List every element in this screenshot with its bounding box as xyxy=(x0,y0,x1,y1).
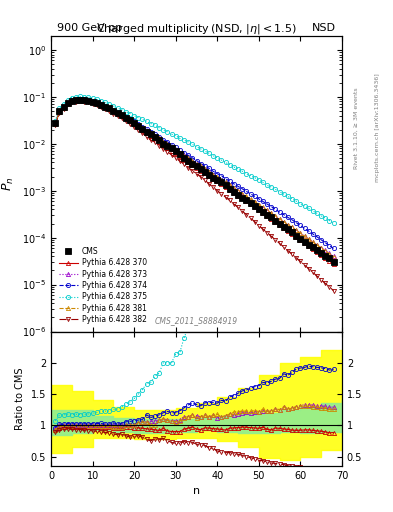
Pythia 6.428 370 xyxy=(219,181,224,187)
Pythia 6.428 375 xyxy=(306,205,311,211)
CMS xyxy=(331,259,336,265)
Pythia 6.428 374 xyxy=(78,96,83,102)
Pythia 6.428 370 xyxy=(123,115,128,121)
Pythia 6.428 381 xyxy=(173,147,178,153)
Pythia 6.428 370 xyxy=(331,261,336,267)
Pythia 6.428 375 xyxy=(215,155,220,161)
CMS xyxy=(173,148,178,154)
Pythia 6.428 382 xyxy=(331,288,336,294)
Line: Pythia 6.428 382: Pythia 6.428 382 xyxy=(53,99,336,293)
Pythia 6.428 382 xyxy=(53,122,58,128)
Title: Charged multiplicity$\,$(NSD, $|\eta| < 1.5$): Charged multiplicity$\,$(NSD, $|\eta| < … xyxy=(96,22,297,36)
Y-axis label: $P_n$: $P_n$ xyxy=(1,177,17,191)
Pythia 6.428 375 xyxy=(53,118,58,124)
CMS xyxy=(215,177,220,183)
Pythia 6.428 382 xyxy=(119,115,124,121)
Line: Pythia 6.428 374: Pythia 6.428 374 xyxy=(53,97,336,250)
Text: Rivet 3.1.10, ≥ 3M events: Rivet 3.1.10, ≥ 3M events xyxy=(354,87,359,169)
Pythia 6.428 373 xyxy=(306,236,311,242)
Pythia 6.428 375 xyxy=(173,133,178,139)
Pythia 6.428 374 xyxy=(306,228,311,234)
Pythia 6.428 370 xyxy=(215,178,220,184)
Pythia 6.428 370 xyxy=(173,150,178,156)
Pythia 6.428 374 xyxy=(215,170,220,177)
Pythia 6.428 381 xyxy=(219,177,224,183)
CMS xyxy=(219,179,224,185)
Pythia 6.428 373 xyxy=(53,120,58,126)
CMS xyxy=(123,115,128,121)
Pythia 6.428 370 xyxy=(306,243,311,249)
Pythia 6.428 382 xyxy=(173,155,178,161)
Pythia 6.428 375 xyxy=(78,93,83,99)
CMS xyxy=(306,242,311,248)
Pythia 6.428 382 xyxy=(219,191,224,197)
Pythia 6.428 382 xyxy=(123,118,128,124)
Pythia 6.428 375 xyxy=(119,107,124,113)
Line: Pythia 6.428 370: Pythia 6.428 370 xyxy=(53,98,336,266)
Pythia 6.428 374 xyxy=(219,173,224,179)
Pythia 6.428 373 xyxy=(331,253,336,260)
Pythia 6.428 370 xyxy=(78,97,83,103)
Pythia 6.428 381 xyxy=(53,121,58,127)
Pythia 6.428 381 xyxy=(119,113,124,119)
Pythia 6.428 382 xyxy=(215,188,220,194)
Pythia 6.428 373 xyxy=(219,177,224,183)
Pythia 6.428 374 xyxy=(331,245,336,251)
Pythia 6.428 374 xyxy=(123,114,128,120)
Pythia 6.428 373 xyxy=(173,146,178,153)
Pythia 6.428 381 xyxy=(331,254,336,260)
X-axis label: n: n xyxy=(193,486,200,496)
Pythia 6.428 375 xyxy=(331,220,336,226)
CMS xyxy=(53,120,58,126)
Pythia 6.428 382 xyxy=(306,266,311,272)
Line: CMS: CMS xyxy=(53,97,336,264)
Pythia 6.428 381 xyxy=(215,174,220,180)
Text: NSD: NSD xyxy=(312,23,336,33)
CMS xyxy=(78,97,83,103)
Pythia 6.428 382 xyxy=(78,98,83,104)
Pythia 6.428 374 xyxy=(53,120,58,126)
Pythia 6.428 370 xyxy=(53,121,58,127)
Line: Pythia 6.428 381: Pythia 6.428 381 xyxy=(53,98,336,259)
Pythia 6.428 381 xyxy=(306,236,311,242)
Text: mcplots.cern.ch [arXiv:1306.3436]: mcplots.cern.ch [arXiv:1306.3436] xyxy=(375,74,380,182)
Line: Pythia 6.428 373: Pythia 6.428 373 xyxy=(53,98,336,259)
Pythia 6.428 370 xyxy=(119,113,124,119)
Pythia 6.428 375 xyxy=(219,157,224,163)
CMS xyxy=(119,112,124,118)
Legend: CMS, Pythia 6.428 370, Pythia 6.428 373, Pythia 6.428 374, Pythia 6.428 375, Pyt: CMS, Pythia 6.428 370, Pythia 6.428 373,… xyxy=(55,243,151,328)
Pythia 6.428 373 xyxy=(215,175,220,181)
Pythia 6.428 373 xyxy=(119,112,124,118)
Pythia 6.428 374 xyxy=(173,144,178,151)
Pythia 6.428 374 xyxy=(119,112,124,118)
Pythia 6.428 373 xyxy=(78,97,83,103)
Pythia 6.428 375 xyxy=(123,109,128,115)
Text: CMS_2011_S8884919: CMS_2011_S8884919 xyxy=(155,316,238,326)
Pythia 6.428 381 xyxy=(123,115,128,121)
Pythia 6.428 373 xyxy=(123,115,128,121)
Line: Pythia 6.428 375: Pythia 6.428 375 xyxy=(53,94,336,225)
Pythia 6.428 381 xyxy=(78,97,83,103)
Y-axis label: Ratio to CMS: Ratio to CMS xyxy=(15,368,25,430)
Text: 900 GeV pp: 900 GeV pp xyxy=(57,23,122,33)
